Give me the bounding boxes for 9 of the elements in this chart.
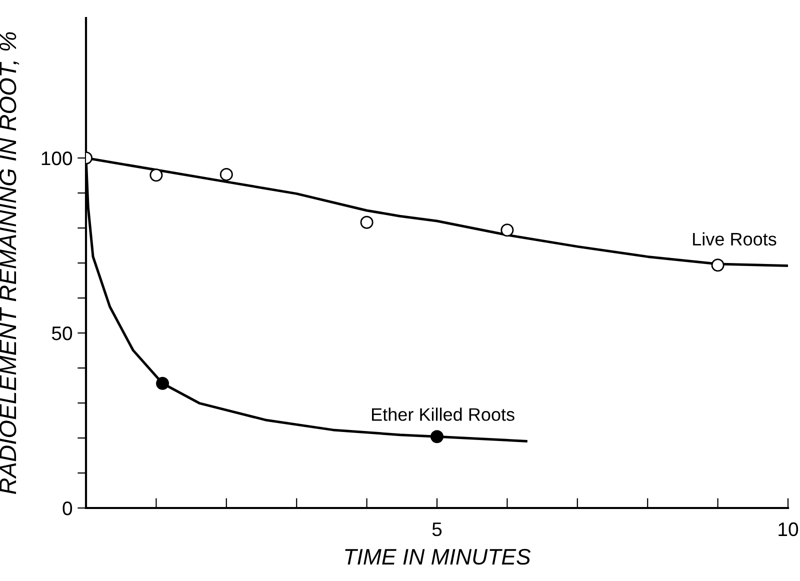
series-label: Live Roots [693,232,776,246]
x-tick-label: 5 [432,522,442,536]
y-tick-label: 0 [62,501,72,516]
series-label: Ether Killed Roots [372,408,514,421]
y-axis-title: RADIOELEMENT REMAINING IN ROOT, % [0,32,20,494]
x-tick-label: 10 [778,522,798,536]
y-tick-label: 100 [42,151,72,166]
y-tick-label: 50 [52,326,72,340]
x-axis-title: TIME IN MINUTES [345,548,531,565]
